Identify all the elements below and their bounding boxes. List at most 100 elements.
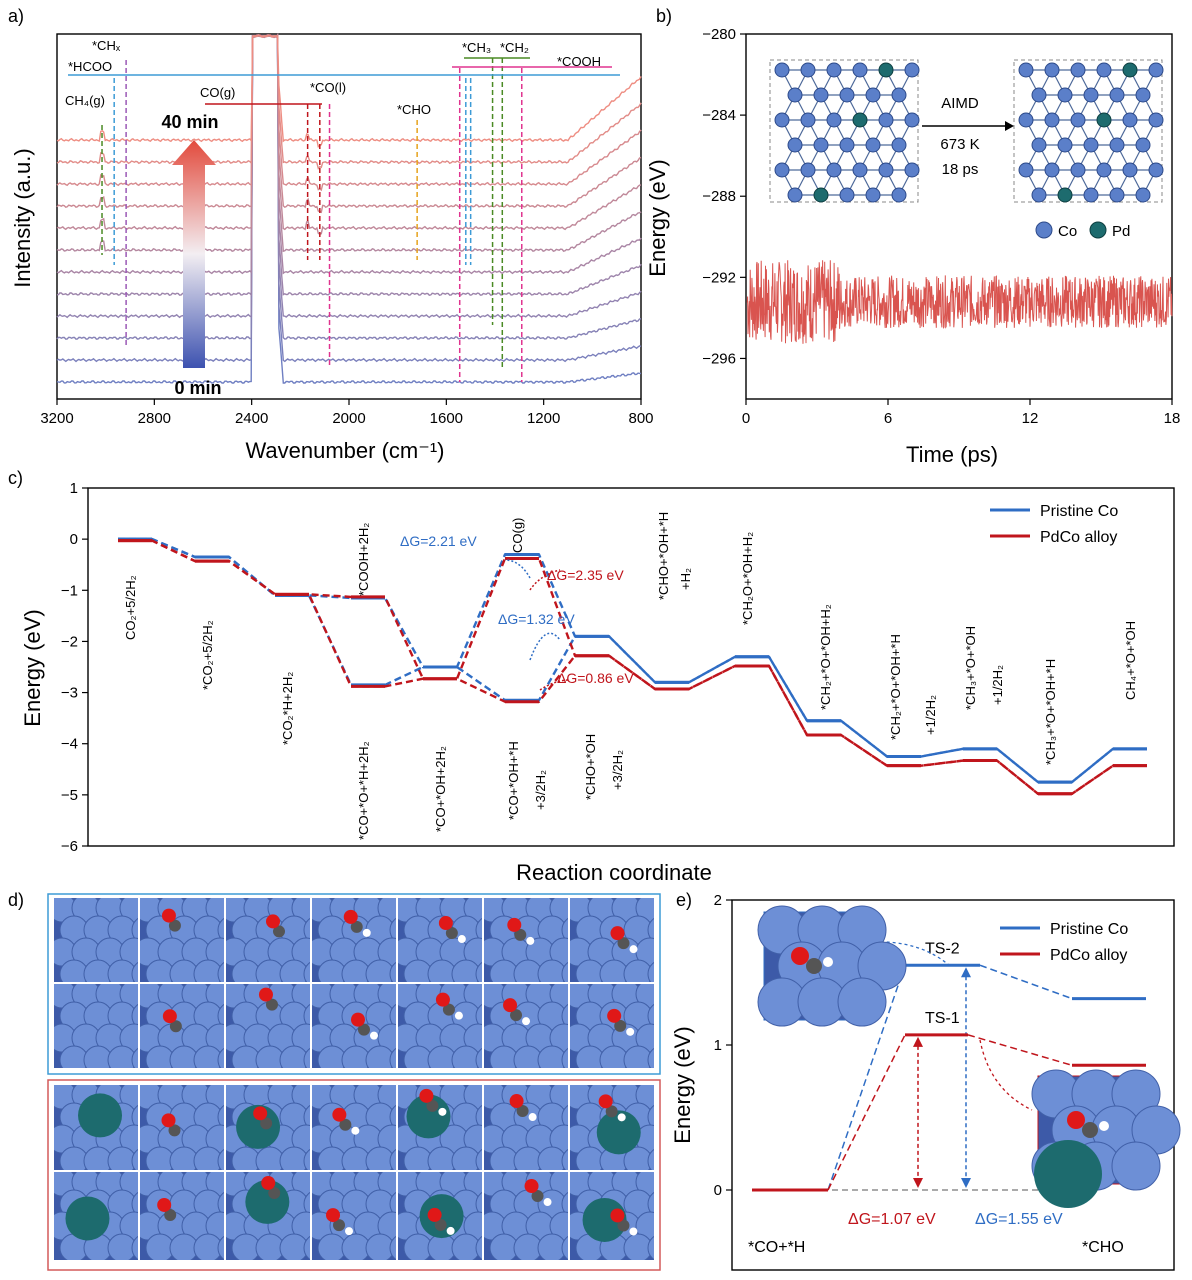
co-atom (878, 162, 894, 178)
time-arrow (172, 140, 216, 368)
snapshot-tile (54, 898, 138, 982)
snapshot-tile (398, 984, 482, 1068)
cho-label: *CHO (397, 102, 431, 117)
state-label: *CH₃+*O+*OH+*H (1043, 659, 1058, 765)
c-atom (168, 919, 181, 932)
state-label: +1/2H₂ (990, 665, 1005, 705)
dg-235-arrow (529, 569, 561, 591)
x-tick-label: 1600 (430, 410, 463, 427)
h-atom (526, 936, 535, 945)
dg-086-label: ΔG=0.86 eV (557, 670, 634, 686)
co-atom (1122, 112, 1138, 128)
co-atom (826, 112, 842, 128)
ir-spectrum (56, 34, 642, 275)
dg-221-arrow (504, 559, 531, 579)
co-atom (787, 137, 803, 153)
co-atom (774, 62, 790, 78)
y-tick-label: 1 (714, 1037, 722, 1054)
panel-c: c) 1 0 −1 −2 −3 −4 −5 −6 CO₂+5/2H₂ *CO₂+5/2H₂ *CO… (8, 468, 1175, 885)
co-atom (475, 917, 482, 943)
ir-spectrum (56, 34, 642, 319)
dg-221-label: ΔG=2.21 eV (400, 533, 477, 549)
c-atom (168, 1124, 181, 1137)
co-atom (1018, 62, 1034, 78)
snapshot-tile (140, 1085, 224, 1170)
h-atom (629, 945, 638, 954)
c-atom (268, 1186, 281, 1199)
co-atom (1148, 162, 1164, 178)
panel-c-y-ticks: 1 0 −1 −2 −3 −4 −5 −6 (61, 480, 88, 855)
dg-155-label: ΔG=1.55 eV (975, 1211, 1063, 1228)
co-atom (475, 1148, 482, 1170)
co-atom (826, 62, 842, 78)
co-atom (217, 917, 224, 943)
panel-d-label: d) (8, 890, 24, 910)
dg-arrow-head (913, 1036, 923, 1047)
co-atom (813, 87, 829, 103)
co-atom (217, 1191, 224, 1217)
co-atom (865, 187, 881, 203)
co-atom (217, 961, 224, 982)
co-atom (303, 1104, 310, 1130)
co-atom (131, 1104, 138, 1130)
panel-b-energy-trace (746, 260, 1173, 344)
co-atom (839, 137, 855, 153)
o-atom (791, 947, 809, 965)
co-atom (389, 961, 396, 982)
co-atom (647, 1235, 654, 1260)
co-atom (131, 1191, 138, 1217)
cooh-label: *COOH (557, 54, 601, 69)
ch3-label: *CH₃ (462, 40, 491, 55)
c-atom (442, 1003, 455, 1016)
x-tick-label: 0 (742, 410, 750, 427)
dg-107-label: ΔG=1.07 eV (848, 1211, 936, 1228)
snapshot-tile (570, 1172, 654, 1260)
co-atom (1083, 87, 1099, 103)
x-tick-label: 2800 (138, 410, 171, 427)
co-atom (647, 1104, 654, 1130)
panel-b-x-label: Time (ps) (906, 442, 998, 467)
co-atom (1044, 62, 1060, 78)
y-tick-label: −4 (61, 736, 78, 753)
pd-legend-atom (1089, 221, 1107, 239)
snapshot-tile (398, 1172, 482, 1260)
co-atom (1109, 87, 1125, 103)
aimd-final-structure (1013, 59, 1164, 203)
panel-c-x-label: Reaction coordinate (516, 860, 712, 885)
co-atom (303, 917, 310, 943)
panel-e-y-label: Energy (eV) (670, 1026, 695, 1143)
h-atom (617, 1113, 626, 1122)
snapshot-tile (484, 1085, 568, 1170)
state-label: *COOH+2H₂ (356, 523, 371, 596)
y-tick-label: 2 (714, 892, 722, 909)
snapshot-tile (398, 1085, 482, 1170)
co-atom (389, 917, 396, 943)
o-atom (326, 1208, 341, 1223)
co-atom (1135, 187, 1151, 203)
panel-a-plot-frame (56, 33, 642, 400)
ir-spectrum (56, 33, 642, 214)
co-atom (303, 961, 310, 982)
co-atom (1031, 187, 1047, 203)
x-tick-label: 3200 (40, 410, 73, 427)
e-legend-pristine-label: Pristine Co (1050, 921, 1128, 938)
snapshot-tile (54, 1172, 138, 1260)
snapshot-tile (312, 898, 396, 982)
energy-profile (118, 537, 1147, 784)
snapshot-tile (54, 984, 138, 1068)
c-atom (614, 1019, 627, 1032)
co-atom (561, 1191, 568, 1217)
co-atom (217, 1047, 224, 1068)
ir-spectrum (56, 33, 642, 192)
pd-atom (878, 62, 894, 78)
ts-label: TS-1 (925, 1010, 960, 1027)
panel-a: a) 3200 2800 2400 2000 1600 1200 800 Wavenumbe… (8, 6, 654, 463)
panel-a-label: a) (8, 6, 24, 26)
pd-atom (1057, 187, 1073, 203)
co-atom (389, 1104, 396, 1130)
co-atom (647, 917, 654, 943)
panel-b-label: b) (656, 6, 672, 26)
co-atom (1031, 87, 1047, 103)
co-atom (1044, 162, 1060, 178)
